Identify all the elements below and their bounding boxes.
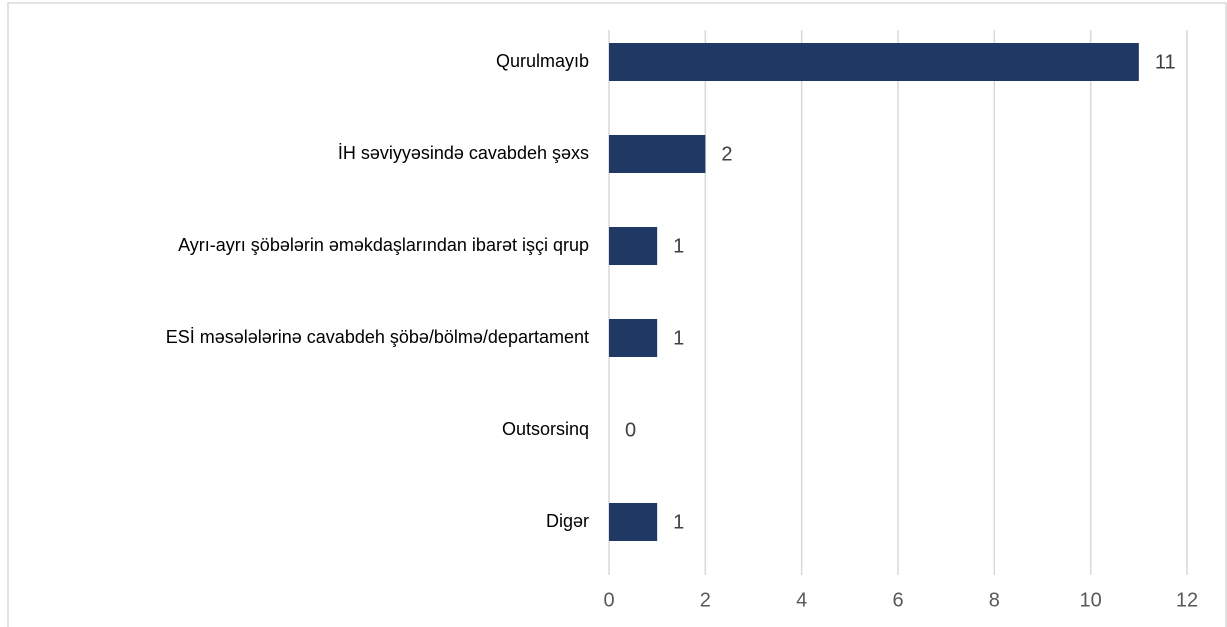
x-tick-label: 0	[603, 589, 614, 611]
y-tick-label: ESİ məsələlərinə cavabdeh şöbə/bölmə/dep…	[166, 327, 589, 347]
y-tick-label: Ayrı-ayrı şöbələrin əməkdaşlarından ibar…	[178, 235, 589, 255]
value-label: 0	[625, 419, 636, 441]
y-tick-label: İH səviyyəsində cavabdeh şəxs	[338, 143, 589, 163]
x-tick-label: 6	[892, 589, 903, 611]
bar	[609, 227, 658, 265]
bar	[609, 135, 706, 173]
value-label: 1	[673, 511, 684, 533]
y-tick-label: Digər	[546, 511, 589, 531]
bar	[609, 43, 1139, 81]
bar	[609, 503, 658, 541]
value-label: 2	[721, 143, 732, 165]
chart-border	[7, 2, 1227, 627]
bar	[609, 319, 658, 357]
y-tick-label: Outsorsinq	[502, 419, 589, 439]
value-label: 1	[673, 327, 684, 349]
x-tick-label: 8	[989, 589, 1000, 611]
x-tick-label: 2	[700, 589, 711, 611]
x-tick-label: 12	[1176, 589, 1198, 611]
value-label: 1	[673, 235, 684, 257]
x-tick-label: 10	[1080, 589, 1102, 611]
x-tick-label: 4	[796, 589, 807, 611]
value-label: 11	[1155, 51, 1176, 73]
y-tick-label: Qurulmayıb	[496, 51, 589, 71]
